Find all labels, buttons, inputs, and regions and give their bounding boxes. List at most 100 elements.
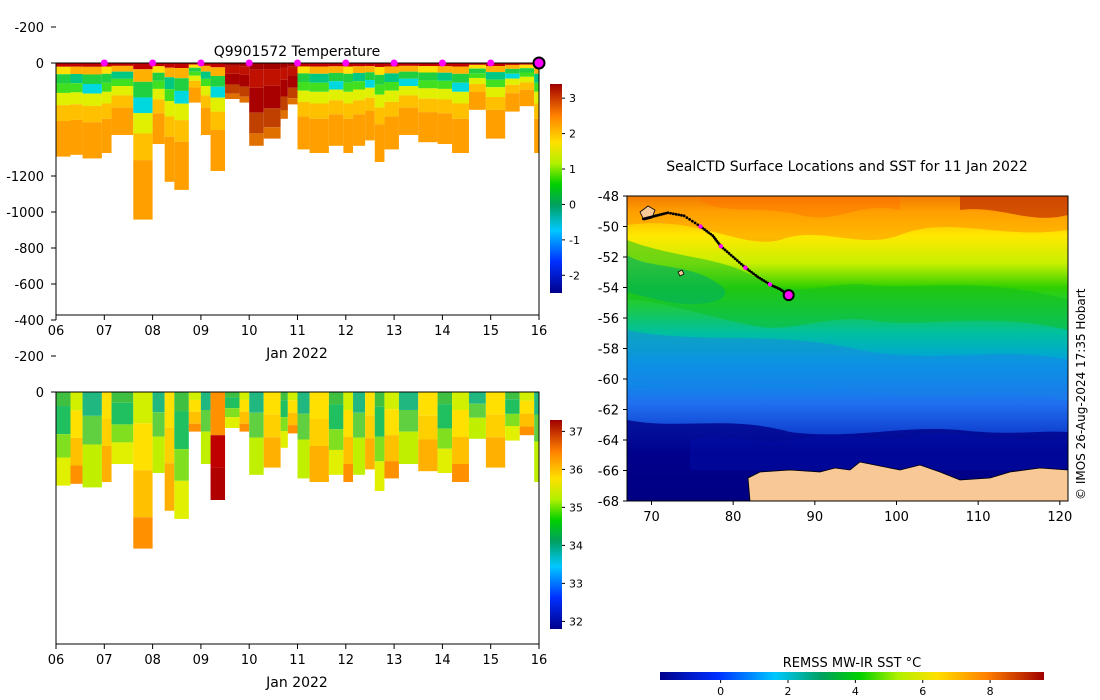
profile-cell <box>239 399 250 412</box>
profile-cell <box>70 392 83 411</box>
profile-cell <box>297 392 310 414</box>
profile-cell <box>152 113 165 144</box>
salinity-profiles <box>56 392 539 549</box>
temperature-y-axis: 0-200-400-600-800-1000-1200 <box>14 21 56 72</box>
profile-cell <box>418 112 438 143</box>
profile-cell <box>365 438 375 470</box>
profile-cell <box>188 411 201 424</box>
profile-cell <box>297 90 310 102</box>
profile-cell <box>70 119 83 155</box>
x-tick-label: 11 <box>289 653 306 668</box>
x-tick-label: 14 <box>434 653 451 668</box>
profile-cell <box>485 66 506 73</box>
profile-cell <box>56 434 71 458</box>
salinity-x-label: Jan 2022 <box>265 675 328 691</box>
profile-cell <box>343 464 354 482</box>
profile-cell <box>485 97 506 110</box>
profile-cell <box>353 72 366 82</box>
profile-dive <box>384 63 399 150</box>
track-point <box>725 250 729 254</box>
profile-cell <box>519 426 535 436</box>
x-tick-label: 07 <box>96 653 113 668</box>
profile-cell <box>188 392 201 400</box>
profile-cell <box>101 66 112 74</box>
profile-cell <box>353 63 366 67</box>
daily-marker <box>245 59 253 67</box>
profile-cell <box>287 75 298 88</box>
profile-cell <box>309 66 329 74</box>
x-tick-label: 10 <box>241 653 258 668</box>
profile-cell <box>384 66 399 74</box>
profile-cell <box>505 78 520 85</box>
profile-dive <box>468 392 486 439</box>
salinity-y-axis: 0 -200 -400 -600 -800 -1000 -1200 <box>6 170 56 401</box>
profile-dive <box>280 392 288 448</box>
profile-cell <box>519 63 535 65</box>
profile-dive <box>56 392 71 486</box>
sst-field <box>627 196 1068 501</box>
x-tick-label: 07 <box>96 324 113 339</box>
profile-cell <box>485 414 506 438</box>
profile-dive <box>249 63 264 146</box>
profile-cell <box>468 64 486 69</box>
current-position-marker <box>532 56 546 70</box>
profile-cell <box>70 437 83 466</box>
profile-cell <box>452 392 469 410</box>
profile-cell <box>343 91 354 104</box>
track-point <box>762 279 766 283</box>
profile-cell <box>505 426 520 441</box>
profile-cell <box>519 82 535 90</box>
colorbar-tick-label: -2 <box>569 269 580 282</box>
profile-cell <box>82 415 102 445</box>
profile-cell <box>174 63 189 69</box>
profile-cell <box>133 69 153 82</box>
profile-cell <box>343 437 354 464</box>
profile-cell <box>210 86 226 98</box>
profile-cell <box>111 442 134 464</box>
profile-cell <box>70 83 83 93</box>
profile-dive <box>239 63 250 103</box>
profile-cell <box>249 63 264 70</box>
profile-cell <box>485 79 506 88</box>
profile-cell <box>164 67 175 78</box>
profile-cell <box>505 399 520 414</box>
profile-cell <box>210 435 226 468</box>
track-point <box>690 219 694 223</box>
profile-cell <box>133 63 153 70</box>
profile-cell <box>328 449 344 475</box>
profile-cell <box>519 89 535 107</box>
profile-cell <box>82 444 102 488</box>
profile-dive <box>82 392 102 488</box>
profile-dive <box>263 63 281 139</box>
profile-cell <box>133 160 153 220</box>
profile-cell <box>164 77 175 90</box>
profile-cell <box>101 103 112 119</box>
profile-cell <box>249 112 264 134</box>
profile-dive <box>418 392 438 472</box>
lon-tick-label: 80 <box>725 510 742 525</box>
profile-cell <box>174 68 189 79</box>
profile-cell <box>111 71 134 79</box>
profile-cell <box>437 404 453 429</box>
x-tick-label: 09 <box>193 653 210 668</box>
profile-cell <box>263 437 281 468</box>
profile-cell <box>188 87 201 103</box>
y-tick-label: -200 <box>14 350 44 365</box>
track-point <box>709 232 713 236</box>
profile-cell <box>287 87 298 99</box>
track-point <box>735 259 739 262</box>
profile-cell <box>200 65 211 72</box>
profile-cell <box>249 87 264 113</box>
track-point <box>727 252 731 255</box>
map-credit: © IMOS 26-Aug-2024 17:35 Hobart <box>1074 288 1088 500</box>
profile-cell <box>519 64 535 69</box>
profile-dive <box>287 392 298 434</box>
profile-cell <box>452 437 469 464</box>
profile-cell <box>280 63 288 68</box>
lat-tick-label: -66 <box>598 465 619 480</box>
profile-cell <box>239 74 250 87</box>
profile-cell <box>309 103 329 119</box>
profile-cell <box>365 415 375 439</box>
profile-cell <box>418 88 438 99</box>
profile-cell <box>133 97 153 114</box>
